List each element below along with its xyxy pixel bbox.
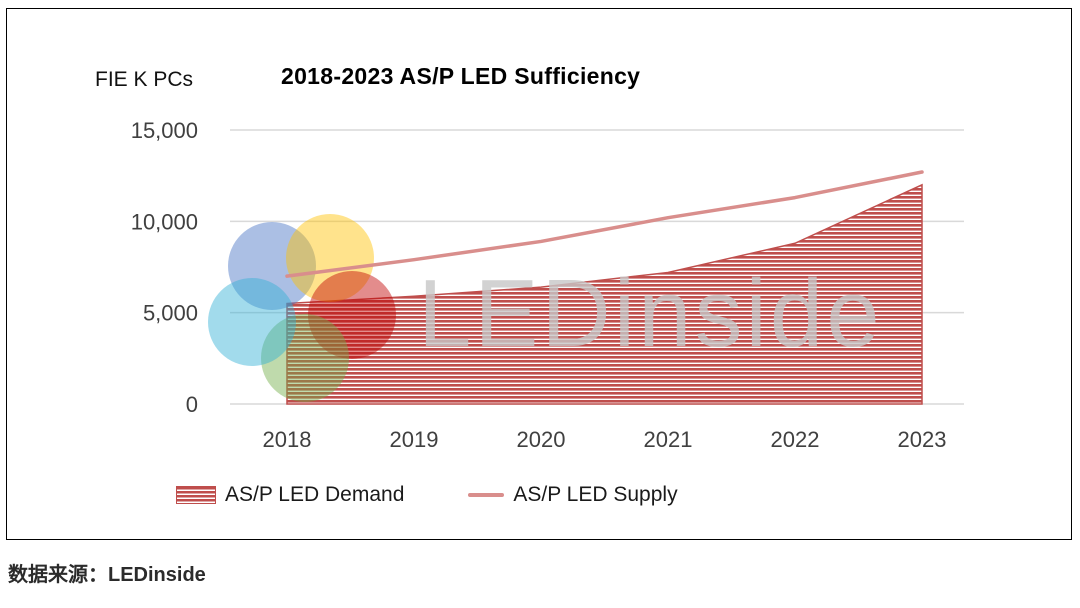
legend-label-supply: AS/P LED Supply	[513, 483, 678, 506]
legend-item-supply: AS/P LED Supply	[468, 483, 678, 507]
supply-swatch-icon	[468, 493, 505, 497]
chart-title: 2018-2023 AS/P LED Sufficiency	[281, 63, 641, 89]
unit-label: FIE K PCs	[95, 68, 194, 91]
legend: AS/P LED Demand AS/P LED Supply	[176, 483, 678, 507]
source-text: 数据来源：LEDinside	[8, 564, 206, 586]
demand-swatch-icon	[176, 486, 216, 504]
legend-item-demand: AS/P LED Demand	[176, 483, 404, 507]
legend-label-demand: AS/P LED Demand	[225, 483, 405, 506]
